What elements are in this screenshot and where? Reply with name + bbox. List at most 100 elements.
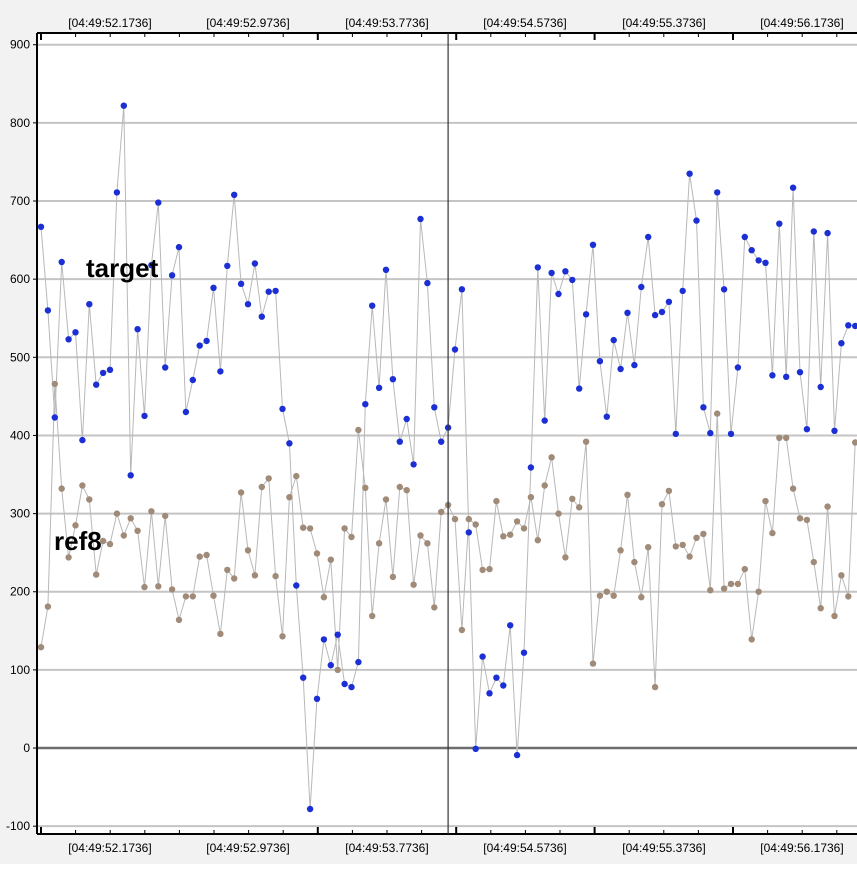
data-point-target bbox=[141, 412, 148, 420]
data-point-target bbox=[831, 427, 838, 434]
data-point-ref8 bbox=[189, 593, 196, 600]
data-point-ref8 bbox=[341, 525, 348, 532]
data-point-ref8 bbox=[776, 434, 783, 441]
data-point-ref8 bbox=[65, 554, 72, 561]
data-point-ref8 bbox=[479, 566, 486, 574]
data-point-ref8 bbox=[37, 644, 45, 651]
data-point-ref8 bbox=[693, 534, 700, 541]
data-point-target bbox=[665, 298, 673, 305]
data-point-ref8 bbox=[141, 583, 148, 591]
data-point-ref8 bbox=[396, 483, 403, 491]
data-point-ref8 bbox=[44, 603, 52, 610]
data-point-ref8 bbox=[603, 588, 610, 595]
data-point-ref8 bbox=[672, 543, 679, 550]
data-point-target bbox=[714, 189, 721, 196]
data-point-ref8 bbox=[375, 540, 383, 547]
data-point-ref8 bbox=[658, 501, 666, 508]
data-point-target bbox=[258, 313, 265, 320]
data-point-target bbox=[65, 336, 72, 343]
data-point-ref8 bbox=[72, 522, 79, 529]
data-point-target bbox=[231, 191, 238, 198]
data-point-target bbox=[465, 529, 472, 536]
data-point-ref8 bbox=[403, 487, 410, 494]
data-point-target bbox=[645, 233, 652, 241]
data-point-ref8 bbox=[465, 515, 472, 523]
data-point-target bbox=[300, 674, 307, 681]
data-point-target bbox=[251, 260, 259, 267]
data-point-target bbox=[610, 336, 617, 344]
data-point-ref8 bbox=[293, 472, 300, 480]
data-point-ref8 bbox=[493, 497, 500, 505]
data-point-ref8 bbox=[424, 540, 431, 547]
data-point-ref8 bbox=[251, 572, 259, 579]
data-point-target bbox=[162, 364, 169, 371]
data-point-ref8 bbox=[734, 580, 742, 588]
data-point-ref8 bbox=[162, 512, 169, 520]
x-tick-label-bottom: [04:49:52.9736] bbox=[206, 841, 289, 855]
data-point-target bbox=[134, 326, 141, 333]
data-point-target bbox=[631, 361, 638, 369]
data-point-target bbox=[493, 674, 500, 681]
data-point-ref8 bbox=[796, 515, 804, 522]
data-point-target bbox=[86, 301, 93, 308]
data-point-target bbox=[651, 311, 659, 319]
data-point-target bbox=[334, 631, 341, 638]
data-point-ref8 bbox=[120, 532, 128, 539]
data-point-target bbox=[700, 404, 707, 411]
data-point-ref8 bbox=[582, 438, 590, 445]
data-point-target bbox=[693, 217, 700, 224]
data-point-target bbox=[113, 189, 121, 196]
data-point-ref8 bbox=[431, 604, 438, 611]
data-point-ref8 bbox=[610, 592, 617, 599]
data-point-target bbox=[534, 264, 541, 271]
data-point-target bbox=[210, 284, 217, 291]
data-point-target bbox=[37, 223, 45, 230]
data-point-ref8 bbox=[845, 593, 852, 600]
data-point-ref8 bbox=[720, 585, 728, 592]
left-axis-band bbox=[0, 33, 36, 834]
data-point-target bbox=[603, 413, 610, 420]
data-point-target bbox=[686, 170, 693, 177]
data-point-target bbox=[624, 309, 631, 316]
data-point-target bbox=[175, 243, 183, 251]
data-point-ref8 bbox=[258, 483, 265, 491]
data-point-target bbox=[548, 269, 555, 277]
x-tick-label-bottom: [04:49:53.7736] bbox=[345, 841, 428, 855]
data-point-target bbox=[51, 414, 58, 421]
data-point-target bbox=[734, 364, 742, 371]
data-point-target bbox=[617, 365, 624, 373]
data-point-ref8 bbox=[79, 482, 86, 489]
data-point-ref8 bbox=[838, 572, 845, 579]
data-point-target bbox=[106, 366, 114, 373]
data-point-target bbox=[658, 308, 666, 316]
data-point-ref8 bbox=[617, 547, 624, 554]
data-point-target bbox=[375, 384, 383, 391]
data-point-ref8 bbox=[458, 626, 466, 634]
data-point-ref8 bbox=[286, 494, 293, 501]
data-point-ref8 bbox=[451, 515, 459, 523]
data-point-target bbox=[500, 682, 507, 689]
data-point-target bbox=[562, 268, 569, 275]
data-point-ref8 bbox=[631, 558, 638, 566]
data-point-target bbox=[189, 376, 196, 384]
data-point-ref8 bbox=[810, 558, 817, 566]
data-point-ref8 bbox=[624, 491, 631, 498]
data-point-target bbox=[589, 241, 597, 248]
data-point-target bbox=[182, 408, 190, 416]
y-tick-label: 900 bbox=[10, 38, 30, 52]
y-tick-label: 500 bbox=[10, 350, 30, 364]
x-tick-label-top: [04:49:54.5736] bbox=[483, 16, 566, 30]
data-point-ref8 bbox=[762, 497, 769, 505]
data-point-ref8 bbox=[389, 573, 397, 581]
data-point-target bbox=[99, 369, 107, 377]
data-point-target bbox=[265, 288, 272, 295]
data-point-ref8 bbox=[348, 533, 355, 541]
data-point-target bbox=[520, 649, 528, 656]
data-point-ref8 bbox=[369, 612, 376, 620]
top-axis-band bbox=[0, 0, 857, 33]
data-point-target bbox=[155, 199, 162, 206]
data-point-ref8 bbox=[417, 532, 424, 539]
data-point-target bbox=[293, 582, 300, 589]
data-point-target bbox=[727, 430, 735, 438]
data-point-ref8 bbox=[327, 556, 334, 563]
